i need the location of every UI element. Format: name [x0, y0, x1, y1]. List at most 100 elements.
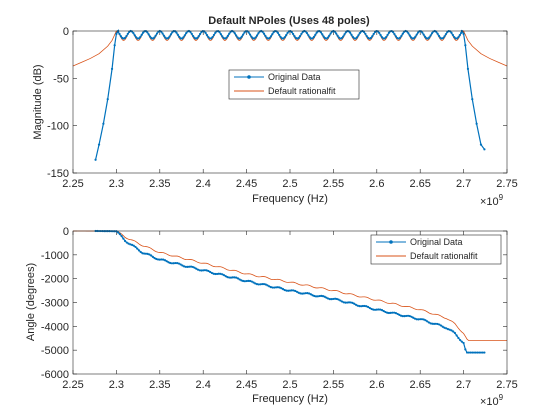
data-point: [372, 32, 375, 36]
data-point: [448, 328, 451, 331]
data-point: [181, 264, 184, 267]
data-point: [370, 307, 373, 311]
data-point: [136, 247, 139, 250]
data-point: [346, 301, 349, 304]
data-point: [226, 275, 229, 279]
data-point: [330, 298, 333, 301]
data-point: [212, 33, 216, 37]
data-point: [217, 272, 220, 275]
data-point: [252, 281, 255, 284]
data-point: [453, 331, 457, 335]
data-point: [165, 260, 168, 263]
data-point: [137, 37, 141, 40]
data-point: [442, 36, 445, 40]
data-point: [335, 297, 338, 301]
data-point: [118, 233, 121, 236]
legend-marker-original: [389, 240, 393, 244]
data-point: [242, 279, 245, 283]
data-point: [292, 289, 295, 292]
data-point: [285, 34, 288, 37]
data-point: [393, 33, 396, 36]
data-point: [268, 285, 271, 288]
data-point: [320, 294, 323, 297]
x-tick-label: 2.25: [62, 178, 83, 190]
data-point: [205, 269, 208, 272]
data-point: [426, 320, 429, 323]
magnitude-x-exponent: ×109: [480, 193, 504, 208]
data-point: [382, 309, 385, 313]
data-point: [379, 308, 382, 311]
data-point: [417, 31, 420, 34]
x-tick-label: 2.7: [456, 379, 471, 391]
data-point: [106, 98, 109, 101]
data-point: [412, 37, 416, 40]
x-tick-label: 2.45: [236, 379, 257, 391]
data-point: [398, 313, 401, 317]
data-point: [401, 315, 404, 318]
data-point: [295, 290, 299, 293]
data-point: [225, 36, 228, 39]
data-point: [176, 262, 179, 265]
data-point: [139, 35, 142, 39]
magnitude-ylabel: Magnitude (dB): [32, 64, 44, 139]
angle-axes-box: [72, 230, 508, 375]
data-point: [357, 34, 360, 37]
data-point: [143, 252, 146, 255]
data-point: [264, 34, 267, 37]
magnitude-plot-area: [73, 31, 507, 173]
data-point: [163, 259, 167, 262]
data-point: [110, 67, 114, 70]
data-point: [293, 35, 296, 38]
data-point: [327, 297, 330, 300]
data-point: [125, 241, 128, 244]
data-point: [144, 252, 148, 255]
data-point: [248, 279, 252, 283]
data-point: [262, 32, 266, 35]
data-point: [297, 291, 300, 294]
data-point: [471, 351, 474, 354]
data-point: [200, 269, 203, 272]
data-point: [342, 301, 345, 304]
x-tick-label: 2.3: [109, 379, 124, 391]
data-point: [361, 304, 365, 308]
data-point: [297, 36, 300, 39]
data-point: [347, 301, 351, 304]
data-point: [393, 311, 396, 314]
data-point: [340, 300, 344, 303]
data-point: [254, 282, 257, 285]
data-point: [444, 33, 447, 36]
data-point: [441, 325, 444, 328]
data-point: [372, 308, 375, 311]
y-tick-label: -150: [47, 168, 69, 180]
data-point: [210, 37, 213, 40]
data-point: [275, 286, 278, 289]
data-point: [137, 249, 141, 252]
data-point: [423, 35, 427, 38]
x-tick-label: 2.35: [149, 178, 170, 190]
data-point: [479, 143, 483, 146]
data-point: [414, 35, 417, 38]
data-point: [245, 279, 248, 283]
data-point: [422, 318, 425, 321]
data-point: [464, 44, 467, 47]
data-point: [257, 283, 260, 286]
data-point: [235, 276, 238, 279]
data-point: [202, 269, 205, 272]
data-point: [153, 36, 156, 39]
data-point: [344, 301, 347, 304]
data-point: [239, 37, 242, 40]
data-point: [170, 262, 174, 265]
data-point: [436, 32, 439, 35]
data-point: [290, 289, 293, 292]
data-point: [278, 286, 281, 289]
data-point: [156, 258, 160, 261]
data-point: [304, 292, 307, 295]
data-point: [351, 35, 354, 39]
data-point: [311, 37, 314, 40]
data-point: [373, 308, 377, 311]
magnitude-axes-box: [72, 30, 508, 174]
data-point: [459, 338, 462, 342]
data-point: [360, 305, 363, 308]
y-tick-label: 0: [63, 26, 69, 38]
data-point: [385, 35, 388, 39]
